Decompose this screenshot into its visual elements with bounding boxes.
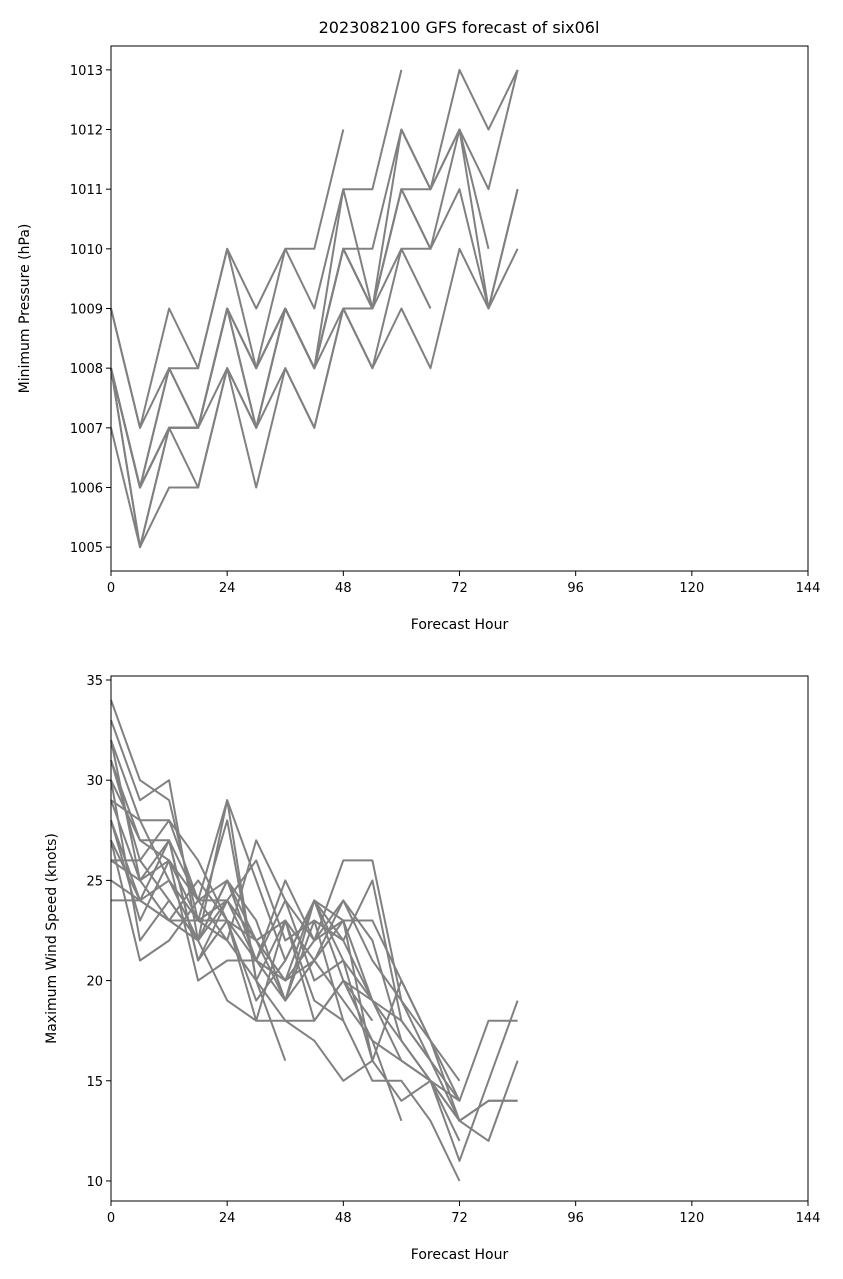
figure-title: 2023082100 GFS forecast of six06l	[319, 18, 600, 37]
x-tick-label: 144	[796, 1211, 821, 1226]
x-tick-label: 24	[219, 581, 236, 596]
axes-frame	[110, 675, 809, 1202]
y-tick-label: 1007	[70, 422, 103, 437]
y-tick-label: 10	[86, 1175, 103, 1190]
y-tick-label: 15	[86, 1075, 103, 1090]
x-tick-label: 120	[679, 581, 704, 596]
series-line-10	[110, 247, 519, 549]
y-tick-label: 1006	[70, 481, 103, 496]
series-line-1	[110, 129, 345, 429]
x-tick-label: 72	[451, 1211, 468, 1226]
pressure-panel: 0 24 48 72 96 120 1441005100610071008100910101…	[17, 45, 821, 633]
y-tick-label: 1008	[70, 362, 103, 377]
series-line-16	[110, 879, 461, 1182]
series-lines	[110, 699, 519, 1182]
series-line-17	[111, 819, 287, 1062]
series-line-2	[110, 719, 518, 1102]
series-line-5	[110, 759, 519, 1142]
y-tick-label: 25	[86, 874, 103, 889]
x-tick-label: 96	[567, 1211, 584, 1226]
series-line-8	[110, 188, 519, 549]
x-tick-label: 48	[335, 581, 352, 596]
y-tick-label: 1009	[70, 303, 103, 318]
y-tick-label: 20	[86, 975, 103, 990]
y-tick-label: 1011	[70, 183, 103, 198]
x-tick-label: 96	[567, 581, 584, 596]
series-lines	[110, 68, 519, 549]
y-tick-label: 1013	[70, 64, 103, 79]
series-line-15	[111, 859, 373, 1082]
x-tick-label: 120	[679, 1211, 704, 1226]
x-axis-label: Forecast Hour	[411, 617, 509, 633]
y-axis: 1005 1006 1007 1008 1009 1010 1011 1012 1013	[70, 64, 111, 556]
wind-panel: 0 24 48 72 96 120 144 10 15 20 25 30 35 Forecast Hour…	[44, 674, 820, 1263]
x-tick-label: 144	[796, 581, 821, 596]
x-tick-label: 48	[335, 1211, 352, 1226]
x-axis: 0 24 48 72 96 120 144	[107, 1201, 821, 1226]
series-line-8	[110, 799, 432, 1062]
series-line-11	[110, 820, 461, 1102]
x-tick-label: 0	[107, 1211, 115, 1226]
series-line-9	[110, 247, 432, 549]
y-axis-label: Minimum Pressure (hPa)	[17, 224, 33, 394]
x-tick-label: 0	[107, 581, 115, 596]
y-axis: 10 15 20 25 30 35	[86, 674, 111, 1190]
y-tick-label: 1010	[70, 243, 103, 258]
series-line-9	[110, 799, 518, 1122]
y-tick-label: 35	[86, 674, 103, 689]
series-line-1	[110, 699, 518, 1122]
series-line-18	[110, 739, 374, 1002]
axes-frame	[110, 45, 809, 572]
y-axis-label: Maximum Wind Speed (knots)	[44, 833, 60, 1044]
x-tick-label: 24	[219, 1211, 236, 1226]
x-tick-label: 72	[451, 581, 468, 596]
y-tick-label: 1012	[70, 124, 103, 139]
x-axis: 0 24 48 72 96 120 144	[107, 571, 821, 596]
y-tick-label: 30	[86, 774, 103, 789]
y-tick-label: 1005	[70, 541, 103, 556]
x-axis-label: Forecast Hour	[411, 1247, 509, 1263]
